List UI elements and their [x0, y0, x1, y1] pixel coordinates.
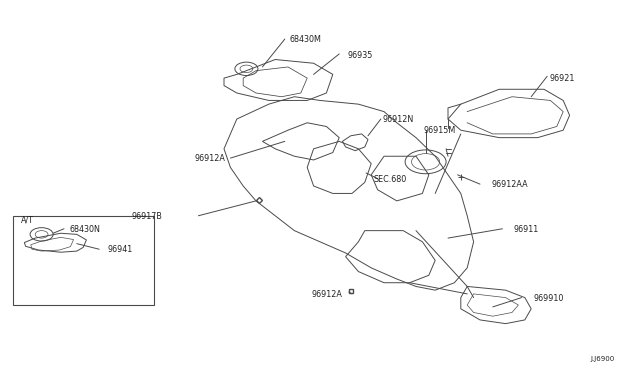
- Text: 96941: 96941: [108, 246, 132, 254]
- Text: 68430N: 68430N: [69, 225, 100, 234]
- Text: 96917B: 96917B: [131, 212, 162, 221]
- Text: 96911: 96911: [514, 225, 539, 234]
- Text: 96912AA: 96912AA: [492, 180, 528, 189]
- Text: 96921: 96921: [549, 74, 575, 83]
- Text: 96912A: 96912A: [195, 154, 225, 163]
- Text: 969910: 969910: [533, 294, 563, 303]
- Text: 68430M: 68430M: [289, 35, 321, 44]
- Text: 96912N: 96912N: [383, 115, 414, 124]
- Text: 96915M: 96915M: [424, 126, 456, 135]
- Text: 96912A: 96912A: [312, 290, 342, 299]
- Text: A/T: A/T: [20, 216, 33, 225]
- Text: J.J6900: J.J6900: [590, 356, 614, 362]
- Text: SEC.680: SEC.680: [373, 175, 406, 184]
- Text: 96935: 96935: [348, 51, 373, 60]
